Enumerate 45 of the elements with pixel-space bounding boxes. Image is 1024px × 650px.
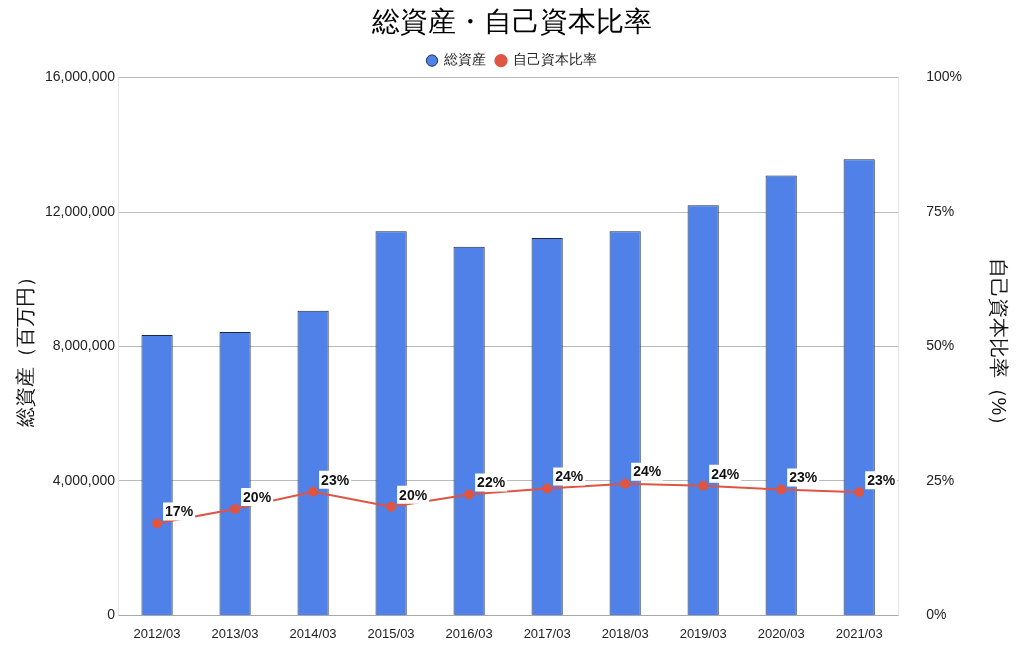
y-tick-label: 12,000,000 bbox=[44, 202, 116, 219]
point bbox=[386, 501, 397, 512]
x-tick-label: 2020/03 bbox=[757, 625, 805, 641]
point bbox=[542, 483, 553, 494]
y-tick-label: 4,000,000 bbox=[52, 471, 116, 488]
data-label: 23% bbox=[867, 472, 896, 489]
y2-tick-label: 0% bbox=[926, 606, 947, 623]
y2-tick-label: 25% bbox=[926, 471, 955, 488]
y2-tick-label: 75% bbox=[926, 202, 955, 219]
x-tick-label: 2015/03 bbox=[367, 625, 415, 641]
legend-label: 自己資本比率 bbox=[513, 51, 597, 68]
chart-title: 総資産・自己資本比率 bbox=[371, 5, 652, 37]
legend-label: 総資産 bbox=[443, 51, 486, 68]
y2-tick-label: 100% bbox=[926, 68, 963, 85]
point bbox=[308, 486, 319, 497]
point bbox=[620, 478, 631, 489]
point bbox=[854, 487, 865, 498]
x-tick-label: 2014/03 bbox=[289, 625, 337, 641]
x-tick-label: 2021/03 bbox=[835, 625, 883, 641]
point bbox=[698, 480, 709, 491]
point bbox=[230, 503, 241, 514]
data-label: 20% bbox=[243, 488, 272, 505]
data-label: 23% bbox=[789, 469, 818, 486]
x-tick-label: 2013/03 bbox=[211, 625, 259, 641]
point bbox=[152, 518, 163, 529]
y-tick-label: 8,000,000 bbox=[52, 337, 116, 354]
data-label: 24% bbox=[633, 463, 662, 480]
y2-tick-label: 50% bbox=[926, 337, 955, 354]
data-label: 17% bbox=[165, 503, 194, 520]
y-tick-label: 0 bbox=[107, 606, 116, 623]
data-label: 23% bbox=[321, 471, 350, 488]
x-tick-label: 2012/03 bbox=[133, 625, 181, 641]
data-label: 22% bbox=[477, 474, 506, 491]
x-tick-label: 2016/03 bbox=[445, 625, 493, 641]
point bbox=[776, 484, 787, 495]
x-tick-label: 2017/03 bbox=[523, 625, 571, 641]
data-label: 24% bbox=[555, 468, 584, 485]
x-tick-label: 2018/03 bbox=[601, 625, 649, 641]
y-tick-label: 16,000,000 bbox=[44, 68, 116, 85]
y-axis-title: 総資産（百万円） bbox=[13, 266, 36, 428]
data-label: 24% bbox=[711, 465, 740, 482]
data-label: 20% bbox=[399, 486, 428, 503]
x-tick-label: 2019/03 bbox=[679, 625, 727, 641]
y2-axis-title: 自己資本比率（%） bbox=[988, 257, 1011, 436]
point bbox=[464, 489, 475, 500]
